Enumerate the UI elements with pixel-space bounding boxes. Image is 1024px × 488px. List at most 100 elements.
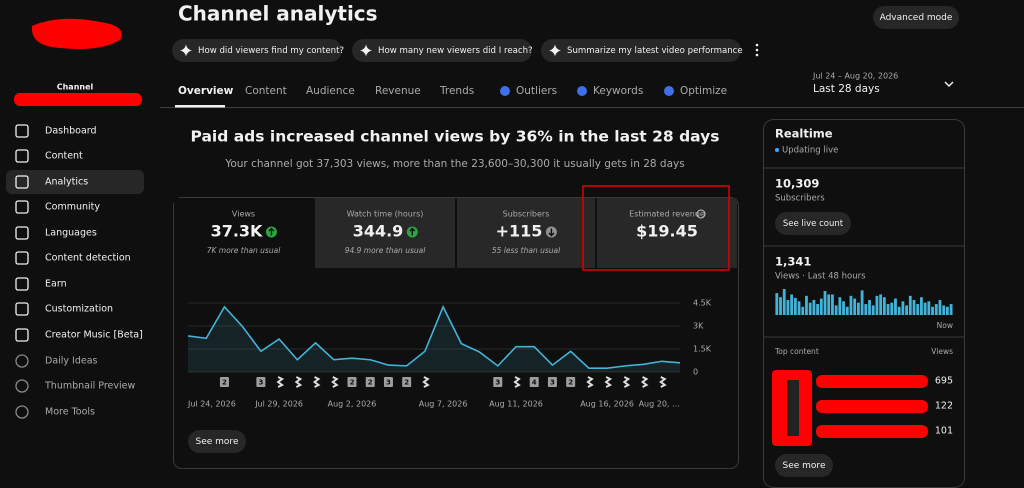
prompt-chip[interactable] [352,39,532,62]
see-more-button[interactable] [775,454,833,477]
bar [890,302,894,315]
video-marker [493,377,503,387]
y-tick-label: 4.5K [693,299,712,308]
nav-icon [15,251,29,265]
tab[interactable]: Content [245,85,287,97]
bar [801,306,805,315]
tab[interactable]: Audience [306,85,355,97]
nav-item[interactable]: Daily Ideas [45,356,98,367]
bar [823,291,827,315]
bar [938,299,942,315]
video-marker [529,377,539,387]
bar [793,297,797,315]
info-icon [696,209,706,219]
realtime-bars [775,289,953,315]
bar [805,295,808,315]
short-marker [586,376,594,388]
live-count-label: See live count [783,219,844,229]
metric-card[interactable] [315,198,455,268]
bar [945,306,949,315]
nav-item[interactable]: Content detection [45,253,131,264]
prompt-chips: How did viewers find my content? How many… [172,39,743,62]
live-count-button[interactable] [775,212,851,235]
bar [901,301,905,315]
x-tick-label: Aug 20, … [639,400,680,409]
dropdown-icon[interactable] [944,81,954,88]
views-label: Views · Last 48 hours [775,272,866,282]
video-marker-count: 3 [258,379,263,387]
sparkle-icon [549,44,561,57]
redaction [816,375,928,388]
nav-item[interactable]: Earn [45,279,67,290]
short-marker [513,376,521,388]
nav-item[interactable]: Creator Music [Beta] [45,330,143,341]
video-marker [402,377,412,387]
short-marker [659,376,667,388]
tab[interactable]: Trends [439,85,474,97]
trend-arrow [548,228,555,237]
bar [942,305,946,315]
date-period[interactable]: Last 28 days [813,83,880,95]
tab[interactable]: Revenue [375,85,421,97]
tab[interactable]: Overview [178,85,234,97]
subscriber-count: 10,309 [775,177,819,191]
video-marker-count: 3 [386,379,391,387]
tab-icon [500,86,510,96]
short-marker [294,376,303,388]
nav-selected [6,170,144,194]
nav-item[interactable]: Content [45,151,83,162]
bar [897,306,901,315]
realtime-status: Updating live [782,146,838,156]
nav-item[interactable]: Community [45,202,100,213]
nav-icon [15,200,29,214]
metric-note: 7K more than usual [207,246,281,255]
bar [868,299,871,315]
x-tick-label: Jul 29, 2026 [254,400,303,409]
nav-item[interactable]: Customization [45,304,113,315]
nav-icon [15,354,29,368]
see-more-button[interactable] [188,430,246,453]
nav-icon [15,124,29,138]
y-tick-label: 1.5K [693,345,712,354]
tab[interactable]: Optimize [680,85,727,97]
bar [923,302,927,315]
prompt-label: How many new viewers did I reach? [378,46,533,56]
nav-item[interactable]: More Tools [45,407,95,418]
metric-label: Estimated revenue [629,210,705,219]
prompt-chip[interactable] [541,39,741,62]
bar [871,305,875,315]
bar [916,304,920,315]
bar [875,295,879,315]
nav-icon [15,149,29,163]
nav-item[interactable]: Analytics [45,177,88,188]
bar [775,293,779,315]
metric-card[interactable] [174,198,313,268]
short-marker [276,376,285,388]
bar [860,290,864,315]
nav-item[interactable]: Thumbnail Preview [44,381,135,392]
tab[interactable]: Keywords [593,85,643,97]
metric-value: $19.45 [636,222,698,241]
metric-card[interactable] [597,198,737,268]
sidebar-nav: Dashboard Content Analytics Community Langua… [15,124,143,419]
short-marker [604,376,613,388]
nav-item[interactable]: Dashboard [45,126,97,137]
advanced-mode-button[interactable] [873,6,959,29]
video-marker [383,377,393,387]
bar [816,304,819,315]
nav-item[interactable]: Languages [45,228,97,239]
video-marker [547,377,557,387]
bar [808,302,812,315]
video-marker-count: 2 [222,379,227,387]
metric-card[interactable] [457,198,595,268]
tab[interactable]: Outliers [516,85,557,97]
x-tick-label: Aug 7, 2026 [419,400,468,409]
more-icon[interactable] [755,43,759,57]
tab-icon [664,86,674,96]
short-marker [312,376,321,388]
sparkle-icon [180,44,192,57]
see-more-label: See more [196,437,239,447]
metric-value: +115 [496,222,543,241]
prompt-chip[interactable] [172,39,342,62]
realtime-title: Realtime [775,127,833,141]
